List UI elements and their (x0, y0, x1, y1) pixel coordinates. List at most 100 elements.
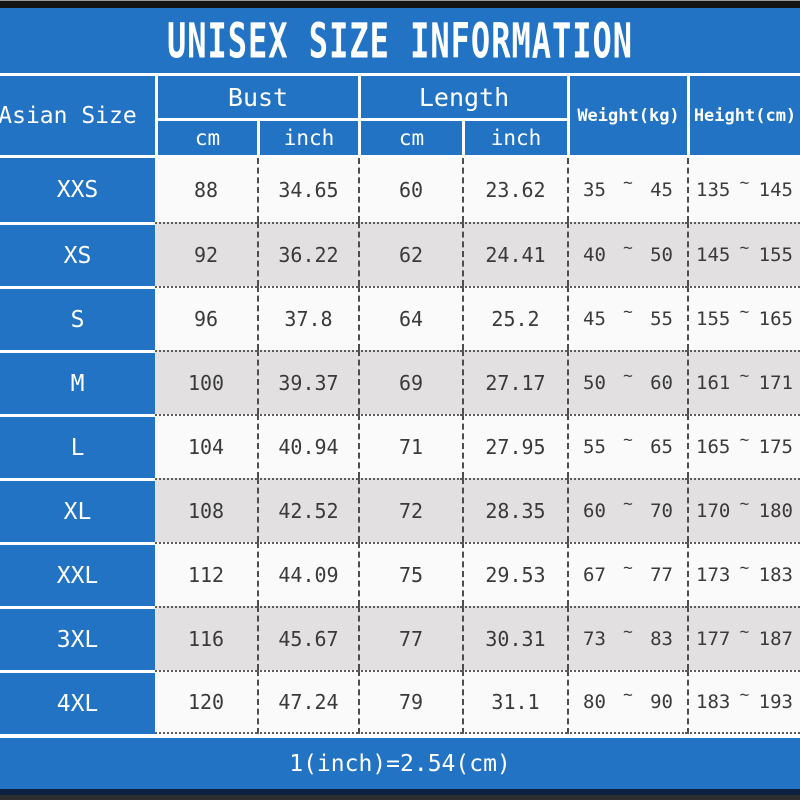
tilde-separator: ~ (623, 684, 633, 704)
weight-range-cell: 35 ~45 (567, 158, 687, 222)
weight-range-cell: 73 ~83 (567, 606, 687, 670)
height-range-cell: 145 ~155 (687, 222, 800, 286)
weight-max: 45 (650, 179, 673, 201)
length-cm-cell: 77 (358, 606, 462, 670)
column-header-height: Height(cm) (687, 76, 800, 158)
tilde-separator: ~ (739, 301, 750, 321)
weight-max: 50 (650, 244, 673, 266)
size-cell: 3XL (0, 606, 155, 670)
tilde-separator: ~ (739, 237, 750, 257)
tilde-separator: ~ (623, 621, 633, 641)
tilde-separator: ~ (739, 365, 750, 385)
height-range-cell: 135 ~145 (687, 158, 800, 222)
bust-cm-cell: 108 (155, 478, 257, 542)
tilde-separator: ~ (739, 621, 750, 641)
height-min: 165 (696, 436, 731, 458)
tilde-separator: ~ (739, 172, 750, 192)
height-max: 145 (758, 179, 793, 201)
bust-cm-cell: 112 (155, 542, 257, 606)
tilde-separator: ~ (623, 557, 633, 577)
height-max: 180 (758, 500, 793, 522)
bust-cm-cell: 88 (155, 158, 257, 222)
bottom-border-bar (0, 792, 800, 800)
tilde-separator: ~ (623, 365, 633, 385)
bust-cm-cell: 120 (155, 670, 257, 734)
height-min: 173 (696, 564, 731, 586)
bust-inch-cell: 34.65 (257, 158, 358, 222)
weight-max: 90 (650, 691, 673, 713)
footer-band: 1(inch)=2.54(cm) (0, 738, 800, 792)
top-border-bar (0, 0, 800, 8)
length-cm-cell: 60 (358, 158, 462, 222)
height-range-cell: 183 ~193 (687, 670, 800, 734)
bust-inch-cell: 47.24 (257, 670, 358, 734)
bust-cm-cell: 96 (155, 286, 257, 350)
weight-min: 60 (583, 500, 606, 522)
subheader-bust-cm: cm (155, 121, 257, 158)
weight-range-cell: 67 ~77 (567, 542, 687, 606)
weight-max: 65 (650, 436, 673, 458)
height-range-cell: 155 ~165 (687, 286, 800, 350)
page-title: UNISEX SIZE INFORMATION (166, 12, 634, 69)
tilde-separator: ~ (623, 429, 633, 449)
height-min: 170 (696, 500, 731, 522)
height-range-cell: 161 ~171 (687, 350, 800, 414)
length-inch-cell: 29.53 (462, 542, 567, 606)
size-cell: XL (0, 478, 155, 542)
length-cm-cell: 79 (358, 670, 462, 734)
tilde-separator: ~ (739, 429, 750, 449)
length-inch-cell: 31.1 (462, 670, 567, 734)
weight-min: 80 (583, 691, 606, 713)
subheader-bust-inch: inch (257, 121, 358, 158)
weight-min: 40 (583, 244, 606, 266)
bust-inch-cell: 42.52 (257, 478, 358, 542)
bust-cm-cell: 116 (155, 606, 257, 670)
length-cm-cell: 69 (358, 350, 462, 414)
subheader-length-inch: inch (462, 121, 567, 158)
title-band: UNISEX SIZE INFORMATION (0, 8, 800, 76)
weight-range-cell: 60 ~70 (567, 478, 687, 542)
weight-min: 67 (583, 564, 606, 586)
height-max: 165 (758, 308, 793, 330)
bust-inch-cell: 39.37 (257, 350, 358, 414)
weight-max: 70 (650, 500, 673, 522)
height-min: 145 (696, 244, 731, 266)
length-inch-cell: 23.62 (462, 158, 567, 222)
conversion-note: 1(inch)=2.54(cm) (289, 750, 511, 777)
length-inch-cell: 27.95 (462, 414, 567, 478)
length-cm-cell: 62 (358, 222, 462, 286)
bust-inch-cell: 44.09 (257, 542, 358, 606)
length-cm-cell: 64 (358, 286, 462, 350)
weight-max: 55 (650, 308, 673, 330)
tilde-separator: ~ (623, 301, 633, 321)
subheader-length-cm: cm (358, 121, 462, 158)
height-max: 171 (758, 372, 793, 394)
weight-min: 45 (583, 308, 606, 330)
bust-inch-cell: 45.67 (257, 606, 358, 670)
height-range-cell: 170 ~180 (687, 478, 800, 542)
bust-cm-cell: 100 (155, 350, 257, 414)
height-min: 161 (696, 372, 731, 394)
weight-min: 73 (583, 628, 606, 650)
weight-range-cell: 55 ~65 (567, 414, 687, 478)
height-max: 193 (758, 691, 793, 713)
tilde-separator: ~ (623, 493, 633, 513)
size-cell: 4XL (0, 670, 155, 734)
bust-cm-cell: 104 (155, 414, 257, 478)
size-cell: XS (0, 222, 155, 286)
corner-header-asian-size: Asian Size (0, 76, 155, 158)
bust-inch-cell: 37.8 (257, 286, 358, 350)
weight-range-cell: 40 ~50 (567, 222, 687, 286)
tilde-separator: ~ (623, 237, 633, 257)
size-cell: S (0, 286, 155, 350)
weight-max: 60 (650, 372, 673, 394)
table-footer-gap (0, 734, 800, 738)
height-max: 155 (758, 244, 793, 266)
height-max: 175 (758, 436, 793, 458)
weight-range-cell: 50 ~60 (567, 350, 687, 414)
weight-min: 55 (583, 436, 606, 458)
tilde-separator: ~ (739, 684, 750, 704)
height-min: 183 (696, 691, 731, 713)
length-cm-cell: 71 (358, 414, 462, 478)
